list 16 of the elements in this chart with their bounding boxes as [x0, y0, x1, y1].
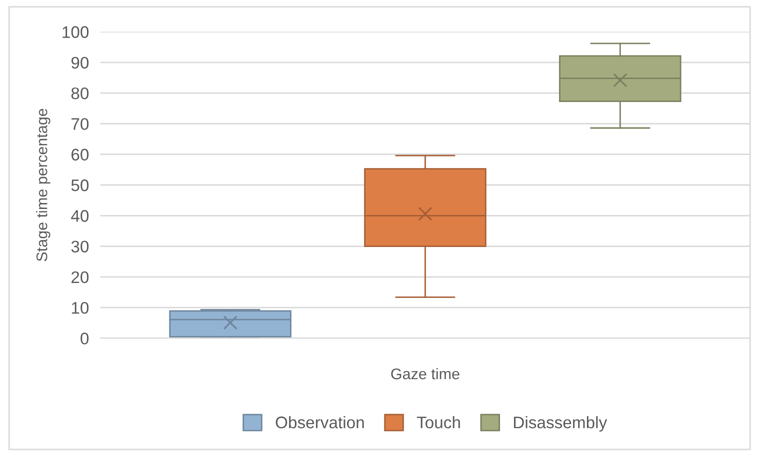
x-axis-title: Gaze time: [391, 368, 460, 380]
y-tick-label: 20: [72, 271, 89, 284]
y-axis-title: Stage time percentage: [36, 108, 50, 262]
y-tick-label: 60: [72, 148, 89, 161]
legend-label: Disassembly: [514, 416, 608, 432]
y-tick-label: 90: [71, 56, 89, 69]
y-tick-label: 30: [71, 240, 89, 252]
y-tick-label: 80: [71, 87, 89, 100]
y-tick-label: 50: [71, 179, 89, 192]
y-tick-label: 10: [72, 302, 89, 314]
legend-label: Touch: [416, 416, 460, 428]
y-tick-label: 0: [80, 332, 89, 344]
y-tick-label: 40: [71, 210, 89, 222]
y-tick-label: 70: [72, 118, 89, 130]
legend-label: Observation: [276, 416, 364, 428]
y-tick-label: 100: [62, 26, 89, 38]
